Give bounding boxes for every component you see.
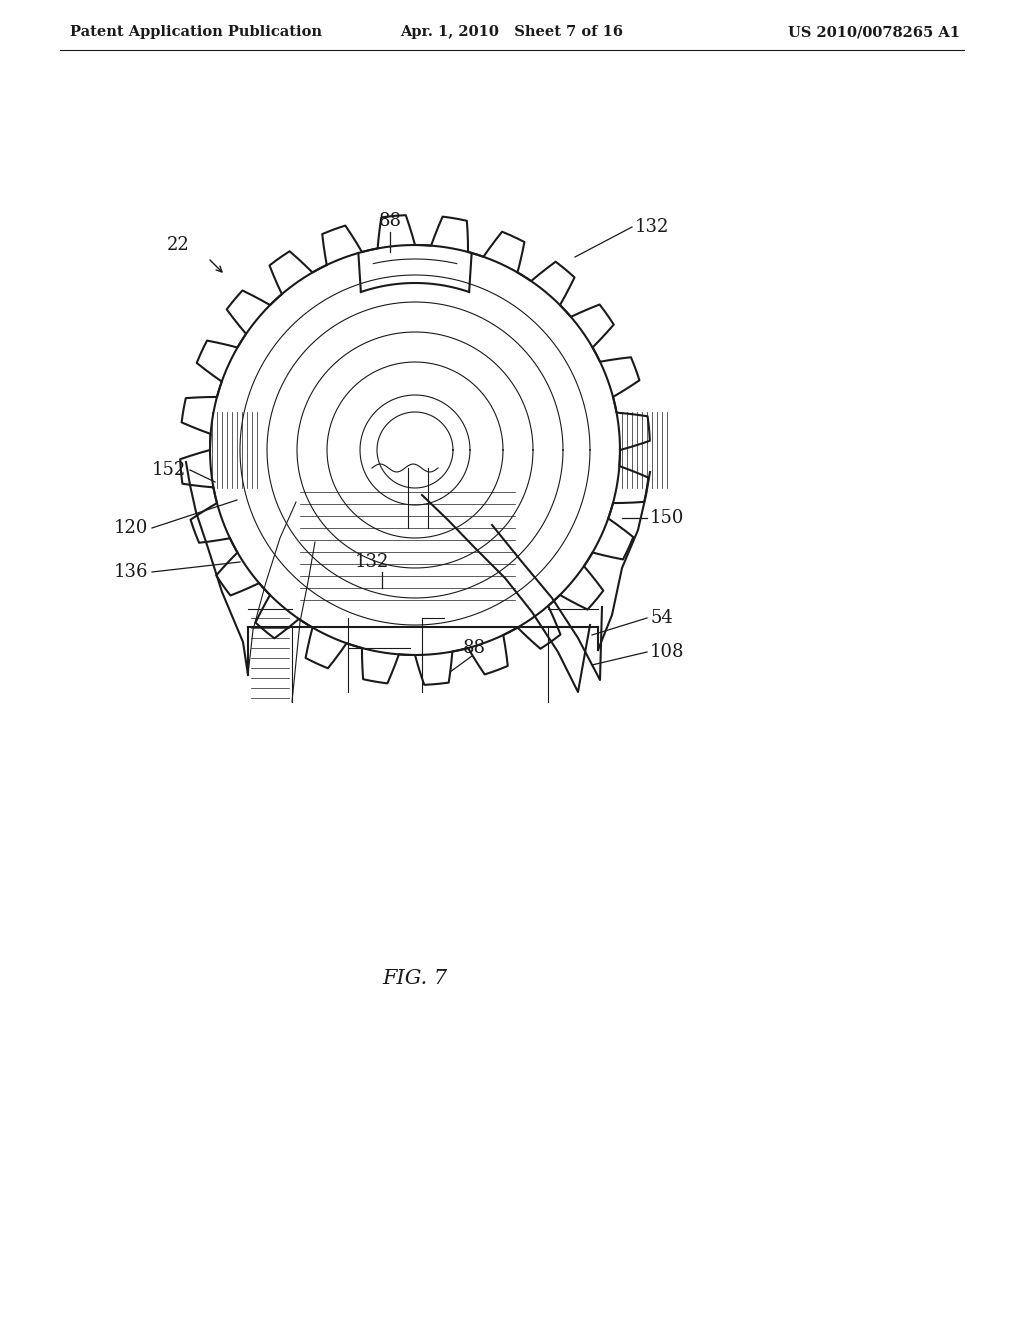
Text: US 2010/0078265 A1: US 2010/0078265 A1 [788, 25, 961, 40]
Text: 136: 136 [114, 564, 148, 581]
Text: 150: 150 [650, 510, 684, 527]
Text: 108: 108 [650, 643, 684, 661]
Text: 152: 152 [152, 461, 186, 479]
Text: Patent Application Publication: Patent Application Publication [70, 25, 322, 40]
Text: FIG. 7: FIG. 7 [382, 969, 447, 987]
Text: Apr. 1, 2010   Sheet 7 of 16: Apr. 1, 2010 Sheet 7 of 16 [400, 25, 624, 40]
Text: 132: 132 [354, 553, 389, 572]
Text: 88: 88 [379, 213, 401, 230]
Text: 88: 88 [463, 639, 485, 657]
Text: 22: 22 [167, 236, 189, 253]
Text: 132: 132 [635, 218, 670, 236]
Text: 120: 120 [114, 519, 148, 537]
Text: 54: 54 [650, 609, 673, 627]
